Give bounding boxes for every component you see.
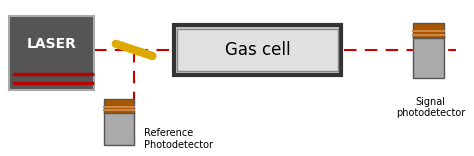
Bar [9, 16, 94, 90]
Text: Signal
photodetector: Signal photodetector [396, 97, 465, 118]
Bar [177, 29, 338, 71]
Bar [174, 25, 341, 75]
Bar [103, 99, 134, 113]
Text: Reference
Photodetector: Reference Photodetector [144, 128, 212, 149]
Bar [103, 111, 134, 145]
Text: Gas cell: Gas cell [225, 41, 291, 59]
Bar [413, 34, 444, 78]
Bar [413, 23, 444, 38]
Text: LASER: LASER [27, 37, 77, 51]
